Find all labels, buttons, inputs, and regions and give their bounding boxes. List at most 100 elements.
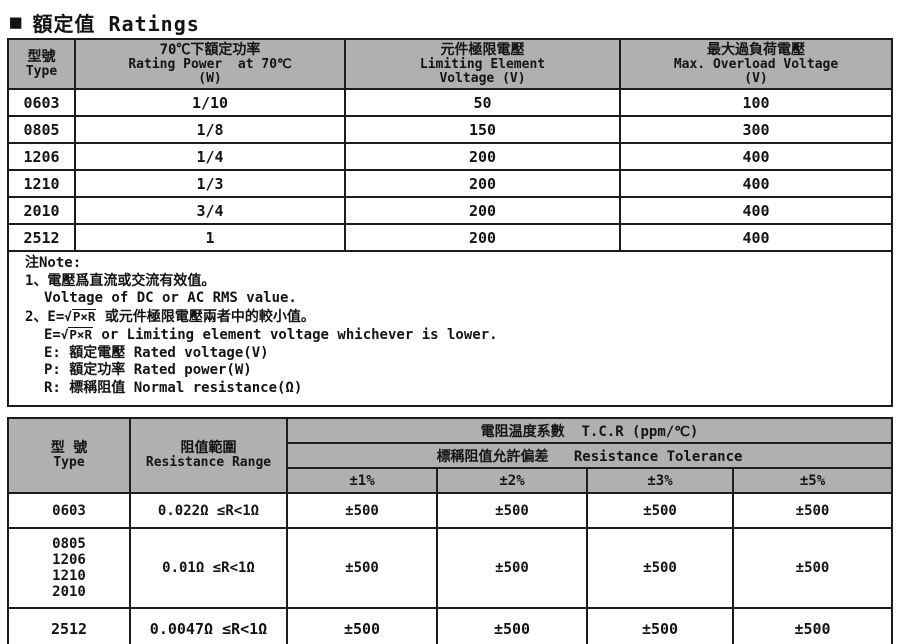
- header-type: 型號 Type: [7, 38, 76, 90]
- power-cell: 1/10: [74, 88, 346, 117]
- tcr-value-cell: ±500: [436, 492, 588, 529]
- type-cell: 0603: [7, 492, 131, 529]
- note-1-en: Voltage of DC or AC RMS value.: [44, 290, 297, 306]
- header-limiting-voltage-unit: Voltage (V): [439, 70, 526, 86]
- tolerance-col-2: ±2%: [436, 467, 588, 494]
- tcr-header-row-2: 標稱阻值允許偏差 Resistance Tolerance: [8, 442, 893, 469]
- power-cell: 3/4: [74, 196, 346, 225]
- overload-cell: 400: [619, 142, 893, 171]
- table-row: 2010 3/4 200 400: [7, 196, 893, 225]
- tolerance-title: 標稱阻值允許偏差 Resistance Tolerance: [286, 442, 893, 469]
- power-cell: 1/4: [74, 142, 346, 171]
- header-overload-voltage: 最大過負荷電壓 Max. Overload Voltage (V): [619, 38, 893, 90]
- notes-label: 注Note:: [25, 255, 82, 271]
- type-cell-multi: 0805 1206 1210 2010: [7, 527, 131, 609]
- tcr-value-cell: ±500: [436, 527, 588, 609]
- header-type-en: Type: [25, 63, 58, 79]
- table-row: 0805 1/8 150 300: [7, 115, 893, 144]
- tcr-value-cell: ±500: [586, 607, 734, 644]
- type-cell: 2512: [7, 223, 76, 252]
- type-line: 2010: [52, 584, 86, 600]
- tcr-value-cell: ±500: [586, 527, 734, 609]
- type-line: 0805: [52, 536, 86, 552]
- header-limiting-voltage-zh: 元件極限電壓: [440, 41, 525, 58]
- tolerance-col-4: ±5%: [732, 467, 893, 494]
- overload-cell: 300: [619, 115, 893, 144]
- table-row: 0603 1/10 50 100: [7, 88, 893, 117]
- limit-cell: 200: [344, 196, 621, 225]
- type-cell: 0805: [7, 115, 76, 144]
- note-r-definition: R: 標稱阻值 Normal resistance(Ω): [44, 379, 303, 396]
- note-2-zh: 2、E=√P×R 或元件極限電壓兩者中的較小值。: [25, 308, 883, 327]
- tcr-header-resistance-range: 阻值範圍 Resistance Range: [129, 417, 288, 494]
- header-overload-voltage-zh: 最大過負荷電壓: [707, 41, 805, 58]
- limit-cell: 200: [344, 142, 621, 171]
- tolerance-col-1: ±1%: [286, 467, 438, 494]
- page-title: ■ 額定值 Ratings: [0, 0, 900, 38]
- overload-cell: 100: [619, 88, 893, 117]
- overload-cell: 400: [619, 223, 893, 252]
- limit-cell: 200: [344, 223, 621, 252]
- header-rating-power-en: Rating Power at 70℃: [128, 56, 292, 72]
- range-cell: 0.0047Ω ≤R<1Ω: [129, 607, 288, 644]
- range-cell: 0.022Ω ≤R<1Ω: [129, 492, 288, 529]
- tolerance-col-3: ±3%: [586, 467, 734, 494]
- overload-cell: 400: [619, 169, 893, 198]
- tcr-value-cell: ±500: [732, 492, 893, 529]
- table-row: 1210 1/3 200 400: [7, 169, 893, 198]
- note-p-definition: P: 額定功率 Rated power(W): [44, 362, 252, 378]
- type-cell: 1210: [7, 169, 76, 198]
- header-rating-power-zh: 70℃下額定功率: [159, 41, 261, 58]
- type-cell: 0603: [7, 88, 76, 117]
- power-cell: 1/8: [74, 115, 346, 144]
- power-cell: 1: [74, 223, 346, 252]
- note-2-en: E=√P×R or Limiting element voltage which…: [25, 326, 883, 345]
- overload-cell: 400: [619, 196, 893, 225]
- tcr-table: 型 號 Type 阻值範圍 Resistance Range 電阻温度系數 T.…: [7, 417, 893, 644]
- note-2-zh-pre: 2、E=: [25, 308, 65, 325]
- tcr-header-range-en: Resistance Range: [145, 455, 272, 470]
- sqrt-radical: √: [60, 327, 69, 342]
- type-cell: 2512: [7, 607, 131, 644]
- tcr-value-cell: ±500: [586, 492, 734, 529]
- tcr-value-cell: ±500: [286, 607, 438, 644]
- power-cell: 1/3: [74, 169, 346, 198]
- type-cell: 2010: [7, 196, 76, 225]
- sqrt-radical: √: [64, 308, 72, 324]
- header-limiting-voltage-en: Limiting Element: [419, 56, 546, 72]
- table-gap: [0, 407, 900, 417]
- tcr-header-row-1: 型 號 Type 阻值範圍 Resistance Range 電阻温度系數 T.…: [7, 417, 893, 494]
- tcr-title: 電阻温度系數 T.C.R (ppm/℃): [286, 417, 893, 444]
- header-limiting-voltage: 元件極限電壓 Limiting Element Voltage (V): [344, 38, 621, 90]
- notes-row: 注Note: 1、電壓爲直流或交流有效值。 Voltage of DC or A…: [7, 250, 893, 407]
- sqrt-expression: P×R: [68, 327, 93, 342]
- tcr-header-type-en: Type: [53, 455, 85, 470]
- ratings-table: 型號 Type 70℃下額定功率 Rating Power at 70℃ (W)…: [7, 38, 893, 407]
- sqrt-expression: P×R: [71, 308, 97, 324]
- tcr-value-cell: ±500: [286, 492, 438, 529]
- ratings-header-row: 型號 Type 70℃下額定功率 Rating Power at 70℃ (W)…: [7, 38, 893, 90]
- note-1-zh: 1、電壓爲直流或交流有效值。: [25, 272, 216, 289]
- type-cell: 1206: [7, 142, 76, 171]
- type-line: 1206: [52, 552, 86, 568]
- table-row: 2512 1 200 400: [7, 223, 893, 252]
- header-overload-voltage-en: Max. Overload Voltage: [673, 56, 839, 72]
- note-e-definition: E: 額定電壓 Rated voltage(V): [44, 344, 269, 361]
- header-type-zh: 型號: [27, 48, 56, 65]
- note-2-en-pre: E=: [44, 327, 61, 343]
- table-row: 1206 1/4 200 400: [7, 142, 893, 171]
- header-rating-power-unit: (W): [198, 70, 222, 86]
- limit-cell: 50: [344, 88, 621, 117]
- table-row: 0603 0.022Ω ≤R<1Ω ±500 ±500 ±500 ±500: [7, 492, 893, 529]
- title-square-bullet-icon: ■: [10, 11, 23, 33]
- limit-cell: 150: [344, 115, 621, 144]
- table-row: 0805 1206 1210 2010 0.01Ω ≤R<1Ω ±500 ±50…: [7, 527, 893, 609]
- tcr-value-cell: ±500: [732, 607, 893, 644]
- limit-cell: 200: [344, 169, 621, 198]
- tcr-header-type-zh: 型 號: [50, 440, 88, 456]
- tcr-value-cell: ±500: [732, 527, 893, 609]
- header-rating-power: 70℃下額定功率 Rating Power at 70℃ (W): [74, 38, 346, 90]
- tcr-value-cell: ±500: [286, 527, 438, 609]
- range-cell: 0.01Ω ≤R<1Ω: [129, 527, 288, 609]
- tcr-value-cell: ±500: [436, 607, 588, 644]
